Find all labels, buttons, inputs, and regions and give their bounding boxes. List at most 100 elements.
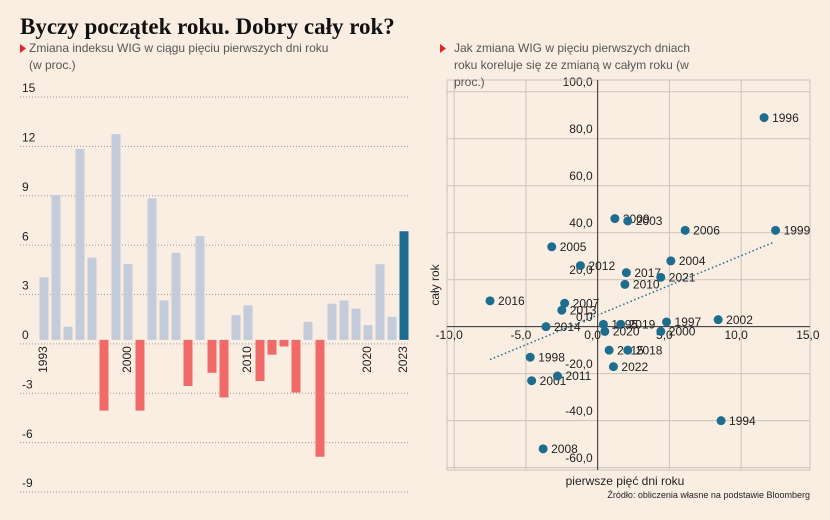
x-axis-label: pierwsze pięć dni roku bbox=[566, 474, 685, 488]
point-label: 1998 bbox=[538, 350, 565, 364]
y-tick-label: 80,0 bbox=[569, 122, 593, 136]
bar bbox=[387, 316, 397, 340]
subtitle: Jak zmiana WIG w pięciu pierwszych dniac… bbox=[454, 41, 691, 89]
point-label: 2007 bbox=[573, 296, 600, 310]
x-tick-label: -10,0 bbox=[435, 328, 463, 342]
point-label: 2004 bbox=[679, 254, 706, 268]
bar bbox=[363, 325, 373, 340]
y-tick-label: 6 bbox=[22, 229, 29, 243]
y-tick-label: 12 bbox=[22, 131, 36, 145]
point bbox=[620, 279, 630, 289]
x-tick-label: 1993 bbox=[36, 346, 50, 373]
bar bbox=[39, 277, 49, 340]
point-label: 2008 bbox=[551, 442, 578, 456]
point bbox=[666, 256, 676, 266]
y-tick-label: -20,0 bbox=[565, 357, 593, 371]
bar bbox=[75, 148, 85, 340]
x-tick-label: 2000 bbox=[120, 346, 134, 373]
point-label: 1994 bbox=[729, 414, 756, 428]
x-tick-label: 15,0 bbox=[796, 328, 820, 342]
bar bbox=[135, 339, 145, 411]
point bbox=[759, 113, 769, 123]
y-tick-label: 0,0 bbox=[576, 310, 593, 324]
point bbox=[716, 416, 726, 426]
point-label: 1996 bbox=[772, 111, 799, 125]
bar bbox=[399, 231, 409, 340]
point bbox=[680, 225, 690, 235]
bar bbox=[183, 339, 193, 386]
bar bbox=[327, 303, 337, 340]
bar bbox=[147, 198, 157, 340]
bar bbox=[231, 315, 241, 340]
bar bbox=[51, 195, 61, 340]
y-tick-label: 40,0 bbox=[569, 216, 593, 230]
point bbox=[623, 216, 633, 226]
y-tick-label: 0 bbox=[22, 328, 29, 342]
bar bbox=[99, 339, 109, 411]
subtitle: Zmiana indeksu WIG w ciągu pięciu pierws… bbox=[29, 41, 329, 72]
point bbox=[608, 362, 618, 372]
bar bbox=[291, 339, 301, 393]
title: Byczy początek roku. Dobry cały rok? bbox=[20, 14, 395, 39]
y-tick-label: -40,0 bbox=[565, 404, 593, 418]
source: Źródło: obliczenia własne na podstawie B… bbox=[607, 490, 810, 500]
marker bbox=[20, 44, 26, 53]
point-label: 2011 bbox=[565, 369, 591, 383]
y-tick-label: -9 bbox=[22, 476, 33, 490]
point-label: 2000 bbox=[669, 325, 696, 339]
bar bbox=[207, 339, 217, 373]
point-label: 2006 bbox=[693, 224, 720, 238]
point bbox=[547, 242, 557, 252]
point bbox=[656, 326, 666, 336]
y-tick-label: 100,0 bbox=[563, 75, 593, 89]
point bbox=[600, 326, 610, 336]
marker bbox=[440, 44, 446, 53]
bar bbox=[159, 300, 169, 340]
bar bbox=[195, 236, 205, 340]
trendline bbox=[489, 241, 775, 361]
point bbox=[560, 298, 570, 308]
point bbox=[713, 315, 723, 325]
x-tick-label: -5,0 bbox=[511, 328, 532, 342]
bar bbox=[87, 257, 97, 340]
bar bbox=[243, 305, 253, 340]
point-label: 2020 bbox=[613, 325, 640, 339]
point bbox=[623, 345, 633, 355]
point bbox=[541, 322, 551, 332]
y-tick-label: 15 bbox=[22, 81, 36, 95]
point-label: 2016 bbox=[498, 294, 525, 308]
point-label: 2012 bbox=[588, 259, 615, 273]
bar bbox=[63, 326, 73, 340]
x-tick-label: 2020 bbox=[360, 346, 374, 373]
point bbox=[598, 319, 608, 329]
point-label: 2010 bbox=[633, 278, 660, 292]
bar bbox=[267, 339, 277, 355]
bar bbox=[339, 300, 349, 340]
point-label: 2018 bbox=[636, 343, 663, 357]
x-tick-label: 2010 bbox=[240, 346, 254, 373]
point-label: 2002 bbox=[726, 313, 753, 327]
point-label: 2017 bbox=[634, 266, 661, 280]
point bbox=[552, 371, 562, 381]
point-label: 2005 bbox=[560, 240, 587, 254]
y-tick-label: 9 bbox=[22, 180, 29, 194]
point bbox=[485, 296, 495, 306]
y-tick-label: 3 bbox=[22, 279, 29, 293]
bar bbox=[315, 339, 325, 457]
point bbox=[662, 317, 672, 327]
point bbox=[525, 352, 535, 362]
point-label: 2019 bbox=[629, 318, 656, 332]
bar bbox=[219, 339, 229, 398]
bar bbox=[171, 252, 181, 340]
point bbox=[557, 305, 567, 315]
point bbox=[771, 225, 781, 235]
point bbox=[527, 376, 537, 386]
point-label: 2014 bbox=[554, 320, 581, 334]
bar bbox=[111, 134, 121, 340]
point bbox=[538, 444, 548, 454]
x-tick-label: 0,0 bbox=[584, 328, 601, 342]
point bbox=[621, 268, 631, 278]
y-tick-label: -3 bbox=[22, 377, 33, 391]
point-label: 1997 bbox=[675, 315, 702, 329]
